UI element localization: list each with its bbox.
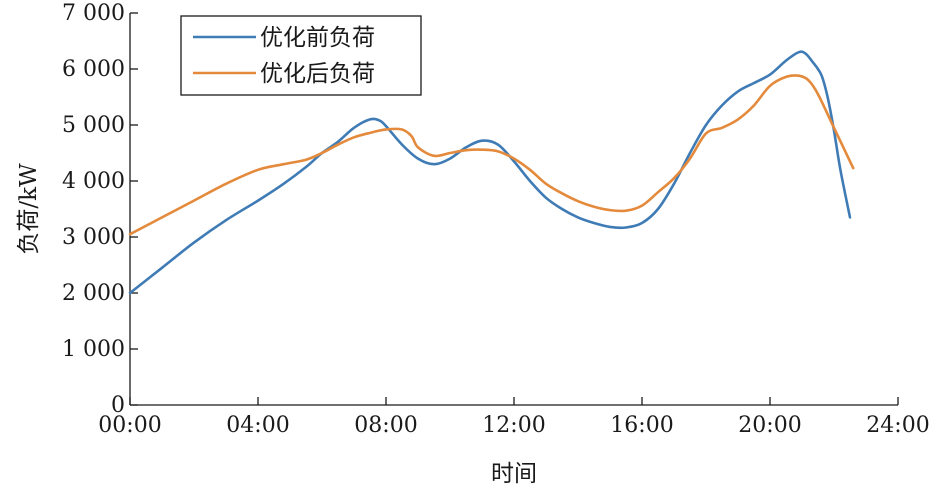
y-tick-label: 5 000 [62,113,125,138]
x-tick-label: 08:00 [354,413,417,438]
legend-label-before: 优化前负荷 [260,25,375,51]
y-tick-label: 1 000 [62,337,125,362]
x-tick-label: 12:00 [482,413,545,438]
series-group [128,50,855,295]
legend-label-after: 优化后负荷 [260,61,375,87]
y-tick-group: 0 1 000 2 000 3 000 4 000 5 000 6 000 7 000 [62,1,138,418]
x-tick-label: 24:00 [866,413,929,438]
x-tick-group: 00:00 04:00 08:00 12:00 16:00 20:00 24:00 [98,397,930,438]
x-axis-label: 时间 [491,461,537,487]
y-tick-label: 4 000 [62,169,125,194]
y-tick-label: 6 000 [62,57,125,82]
y-tick-label: 0 [111,393,125,418]
x-tick-label: 16:00 [610,413,673,438]
legend-box [180,15,422,96]
legend: 优化前负荷 优化后负荷 [180,15,422,96]
x-tick-label: 04:00 [226,413,289,438]
series-line-after-optimization [128,74,855,236]
y-axis-label: 负荷/kW [16,163,42,255]
y-tick-label: 3 000 [62,225,125,250]
x-tick-label: 20:00 [738,413,801,438]
y-tick-label: 2 000 [62,281,125,306]
y-tick-label: 7 000 [62,1,125,26]
x-tick-label: 00:00 [98,413,161,438]
